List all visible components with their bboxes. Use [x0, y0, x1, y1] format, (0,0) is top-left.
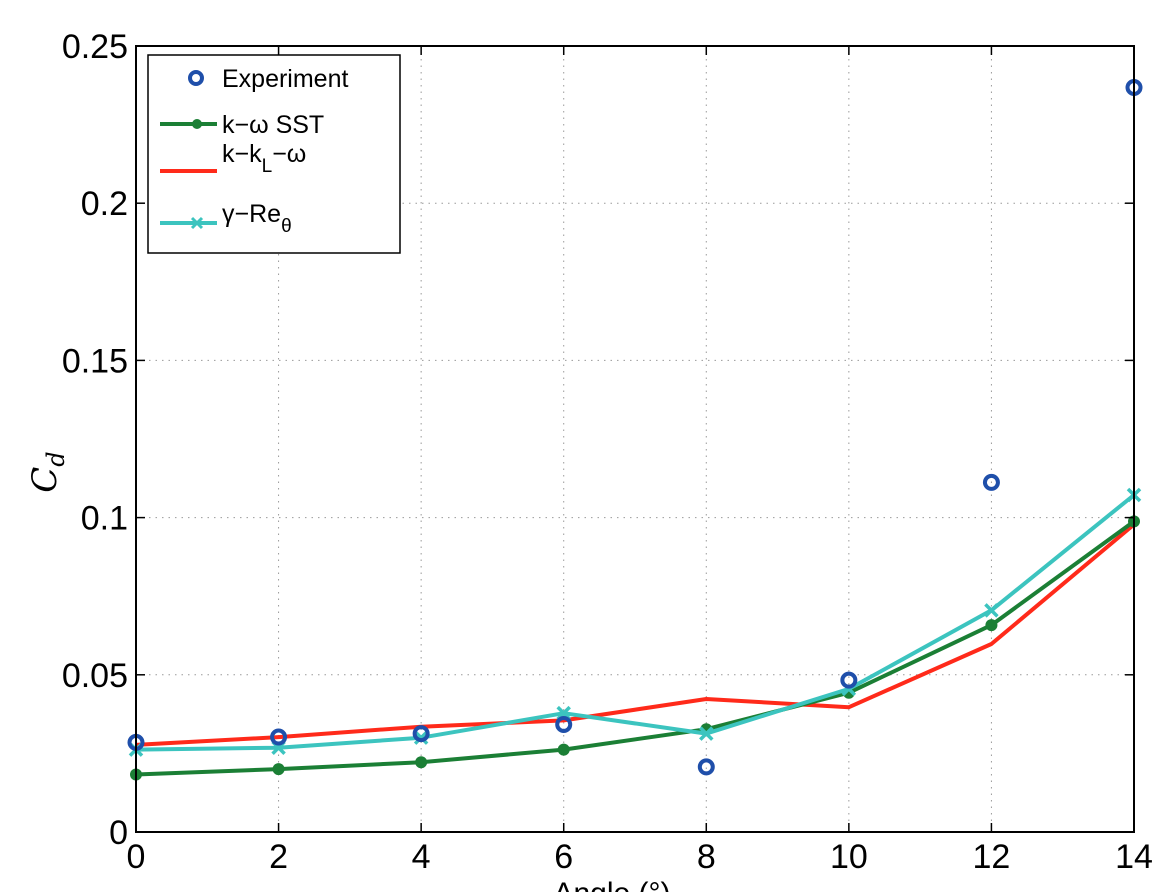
- data-point: [982, 473, 1000, 491]
- data-point: [413, 730, 429, 745]
- x-tick-label: 8: [697, 838, 716, 876]
- legend-marker-experiment: [188, 70, 204, 86]
- data-point: [412, 725, 430, 743]
- data-point: [272, 763, 285, 776]
- legend-entry-gamma: γ−Reθ: [160, 200, 292, 237]
- y-tick-label: 0.25: [62, 28, 128, 66]
- data-point: [699, 726, 714, 741]
- data-point: [555, 715, 573, 733]
- legend-entry-experiment: Experiment: [188, 65, 348, 93]
- y-axis-label-subscript: d: [42, 451, 70, 466]
- x-tick-label: 2: [269, 838, 288, 876]
- y-tick-label: 0.05: [62, 657, 128, 695]
- data-point: [985, 619, 998, 632]
- data-point: [697, 758, 715, 776]
- series-line: [135, 522, 1136, 747]
- data-point-stroke: [984, 603, 999, 618]
- data-point: [557, 743, 570, 756]
- data-point-stroke: [413, 730, 429, 745]
- legend-entry-sst: k−ω SST: [160, 111, 324, 139]
- legend-box: [147, 54, 401, 254]
- x-axis-label: Angle (°): [553, 877, 670, 892]
- tick-labels: 0 2 4 6 8 10 12 14 0 0.05 0.1 0.15 0.2 0.25: [62, 28, 1153, 876]
- series-line: [135, 519, 1136, 777]
- data-point: [415, 756, 428, 769]
- legend-label-kkl: k−kL−ω: [222, 140, 306, 177]
- legend-label-experiment: Experiment: [222, 65, 348, 93]
- y-tick-label: 0.15: [62, 342, 128, 380]
- x-tick-label: 0: [127, 838, 146, 876]
- x-tick-label: 12: [973, 838, 1011, 876]
- data-point: [840, 671, 858, 689]
- legend-marker-sst: [192, 119, 202, 129]
- y-axis-label: Cd: [25, 451, 70, 492]
- legend-label-sst: k−ω SST: [222, 111, 324, 139]
- data-point: [270, 728, 288, 746]
- data-point: [984, 603, 999, 618]
- y-axis-label-main: C: [25, 467, 65, 493]
- x-tick-label: 10: [830, 838, 868, 876]
- series-line: [135, 493, 1136, 752]
- legend: Experiment k−ω SST k−kL−ω γ−Reθ: [147, 54, 401, 254]
- x-tick-label: 6: [554, 838, 573, 876]
- legend-marker-gamma: [190, 216, 204, 230]
- x-tick-label: 4: [412, 838, 431, 876]
- axes-frame: [135, 45, 1135, 833]
- y-tick-label: 0: [109, 814, 128, 852]
- y-tick-label: 0.2: [81, 185, 128, 223]
- y-tick-label: 0.1: [81, 500, 128, 538]
- legend-entry-kkl: k−kL−ω: [160, 140, 306, 177]
- x-tick-label: 14: [1115, 838, 1153, 876]
- series-layer: [127, 79, 1143, 781]
- data-point-stroke: [699, 726, 714, 741]
- plot-frame: [135, 45, 1135, 833]
- legend-label-gamma: γ−Reθ: [222, 200, 292, 237]
